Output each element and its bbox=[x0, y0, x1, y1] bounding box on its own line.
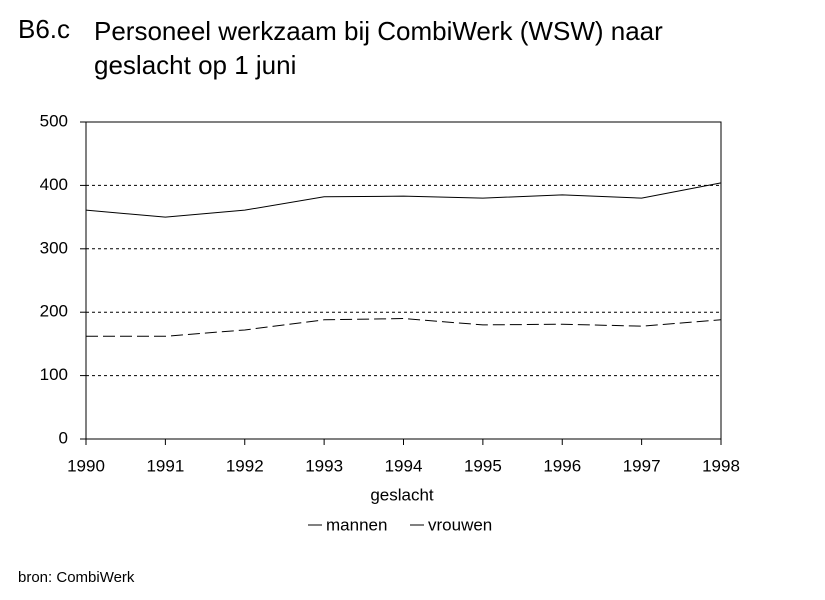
plot-frame bbox=[85, 121, 722, 440]
y-tick-label: 300 bbox=[40, 238, 68, 257]
legend-label: vrouwen bbox=[428, 515, 492, 534]
x-tick-label: 1996 bbox=[543, 456, 581, 475]
series-line bbox=[85, 182, 722, 218]
legend-title: geslacht bbox=[370, 485, 434, 504]
chart-label: B6.c bbox=[18, 14, 71, 44]
y-tick-label: 200 bbox=[40, 302, 68, 321]
y-tick-label: 0 bbox=[59, 428, 68, 447]
y-tick-label: 500 bbox=[40, 111, 68, 130]
x-tick-label: 1991 bbox=[146, 456, 184, 475]
series-line bbox=[86, 318, 722, 337]
x-tick-label: 1995 bbox=[464, 456, 502, 475]
x-tick-label: 1998 bbox=[702, 456, 740, 475]
y-tick-label: 400 bbox=[40, 175, 68, 194]
x-tick-label: 1997 bbox=[623, 456, 661, 475]
x-tick-label: 1990 bbox=[67, 456, 105, 475]
x-tick-label: 1994 bbox=[385, 456, 423, 475]
y-tick-label: 100 bbox=[40, 365, 68, 384]
legend-label: mannen bbox=[326, 515, 387, 534]
source: bron: CombiWerk bbox=[18, 569, 135, 586]
chart-title: Personeel werkzaam bij CombiWerk (WSW) n… bbox=[94, 16, 663, 80]
x-tick-label: 1993 bbox=[305, 456, 343, 475]
x-tick-label: 1992 bbox=[226, 456, 264, 475]
